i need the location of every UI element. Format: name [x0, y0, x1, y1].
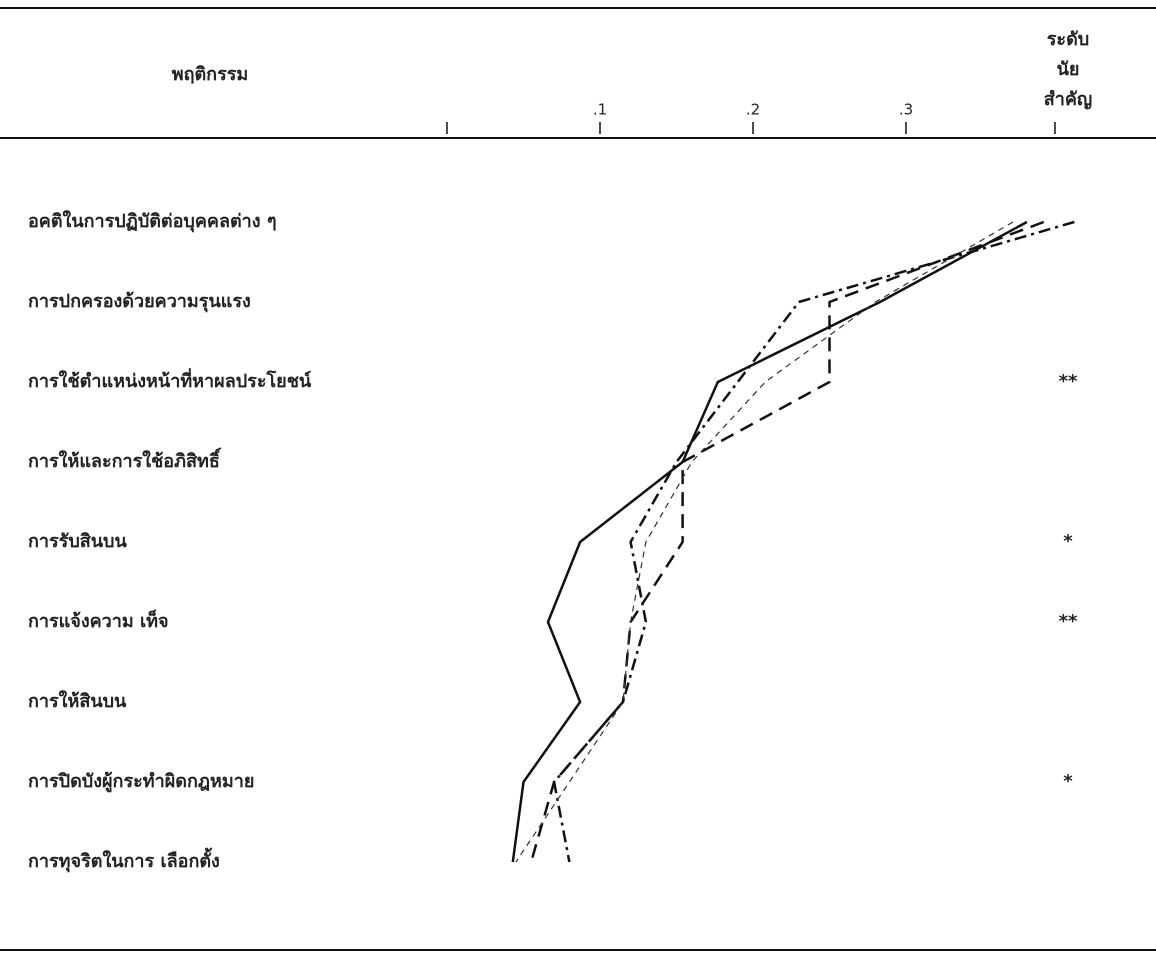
series-line	[511, 220, 1028, 863]
x-tick-label: .1	[593, 101, 607, 119]
category-label: การให้และการใช้อภิสิทธิ์	[28, 447, 222, 472]
x-tick-label: .2	[746, 101, 760, 119]
series-line	[515, 221, 1014, 863]
header: พฤติกรรม	[172, 64, 249, 85]
category-label: การปิดบังผู้กระทำผิดกฎหมาย	[28, 771, 254, 793]
significance-mark: *	[1063, 531, 1073, 552]
x-tick-label: .3	[899, 101, 913, 119]
category-label: การทุจริตในการ เลือกตั้ง	[28, 847, 220, 873]
category-label: การปกครองด้วยความรุนแรง	[28, 291, 251, 313]
significance-header: สำคัญ	[1044, 89, 1092, 110]
series-line	[529, 220, 1045, 863]
significance-header: ระดับ	[1047, 29, 1089, 50]
category-label: อคติในการปฏิบัติต่อบุคคลต่าง ๆ	[28, 210, 277, 233]
significance-mark: *	[1063, 771, 1073, 792]
category-label: การให้สินบน	[28, 690, 127, 712]
category-label: การแจ้งความ เท็จ	[28, 609, 169, 632]
significance-mark: **	[1059, 611, 1078, 632]
category-label: การรับสินบน	[28, 531, 127, 552]
series-line	[552, 220, 1075, 863]
category-label: การใช้ตำแหน่งหน้าที่หาผลประโยชน์	[28, 368, 312, 392]
significance-header: นัย	[1057, 59, 1080, 80]
significance-mark: **	[1059, 371, 1078, 392]
